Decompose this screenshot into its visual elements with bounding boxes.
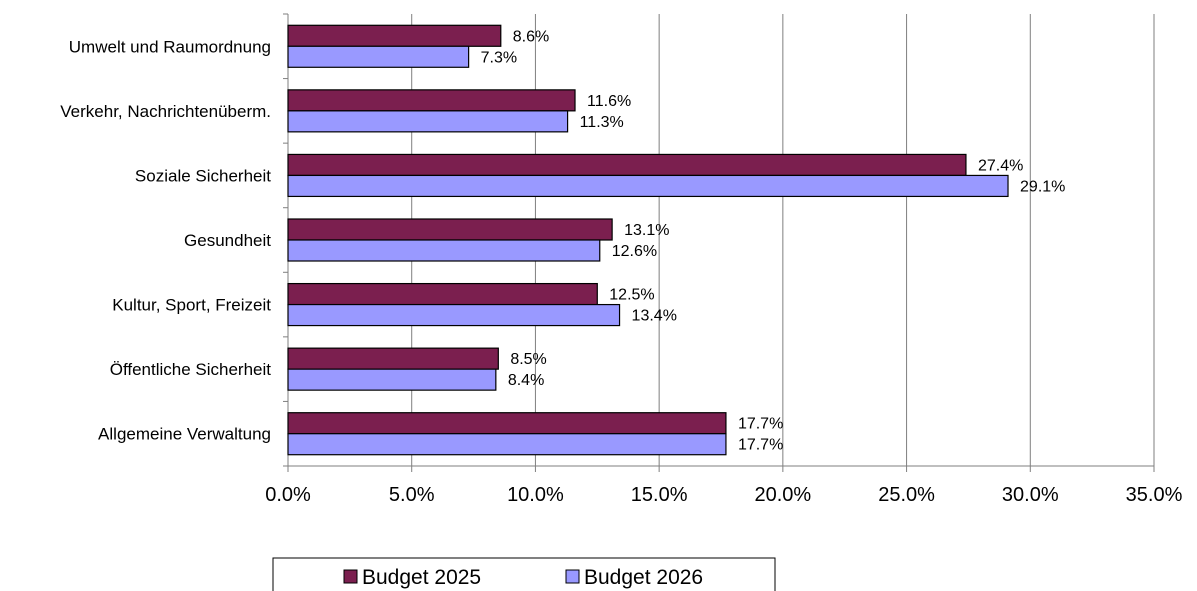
bar-budget-2026 [287,174,1009,198]
legend-label: Budget 2026 [584,566,703,589]
bar-budget-2025 [287,282,598,306]
category-label: Kultur, Sport, Freizeit [112,296,271,315]
legend-swatch [565,569,580,584]
bar-budget-2025 [287,89,576,112]
category-label: Öffentliche Sicherheit [110,360,272,379]
category-label: Verkehr, Nachrichtenüberm. [60,102,271,121]
data-label: 7.3% [481,49,517,66]
data-label: 8.6% [513,28,549,45]
data-label: 11.3% [580,114,624,131]
bar-budget-2026 [287,239,601,262]
bar-budget-2026 [287,433,727,456]
legend-label: Budget 2025 [362,566,481,589]
x-tick-label: 30.0% [1002,484,1059,506]
data-label: 11.6% [587,93,631,110]
x-tick-label: 25.0% [878,484,935,506]
data-label: 8.4% [508,372,544,389]
data-label: 29.1% [1020,178,1065,195]
data-label: 8.5% [510,351,546,368]
x-tick-label: 10.0% [507,484,564,506]
bar-budget-2025 [287,347,499,370]
bar-budget-2026 [287,45,470,68]
data-label: 12.6% [612,243,657,260]
category-label: Soziale Sicherheit [135,166,271,185]
data-label: 13.4% [632,308,677,325]
data-label: 17.7% [738,416,783,433]
x-tick-label: 5.0% [389,484,435,506]
category-label: Umwelt und Raumordnung [69,37,271,56]
category-label: Allgemeine Verwaltung [98,425,271,444]
data-label: 17.7% [738,437,783,454]
x-tick-label: 15.0% [631,484,688,506]
bar-budget-2026 [287,110,569,133]
bar-budget-2026 [287,303,621,327]
data-label: 13.1% [624,222,669,239]
x-tick-label: 35.0% [1126,484,1183,506]
bar-budget-2025 [287,412,727,435]
data-label: 12.5% [609,287,654,304]
category-label: Gesundheit [184,231,271,250]
bar-budget-2025 [287,218,613,241]
x-tick-label: 20.0% [754,484,811,506]
x-tick-label: 0.0% [265,484,311,506]
bar-budget-2026 [287,368,497,391]
bar-budget-2025 [287,24,502,47]
bar-budget-2025 [287,153,967,177]
legend-swatch [343,569,358,584]
data-label: 27.4% [978,157,1023,174]
